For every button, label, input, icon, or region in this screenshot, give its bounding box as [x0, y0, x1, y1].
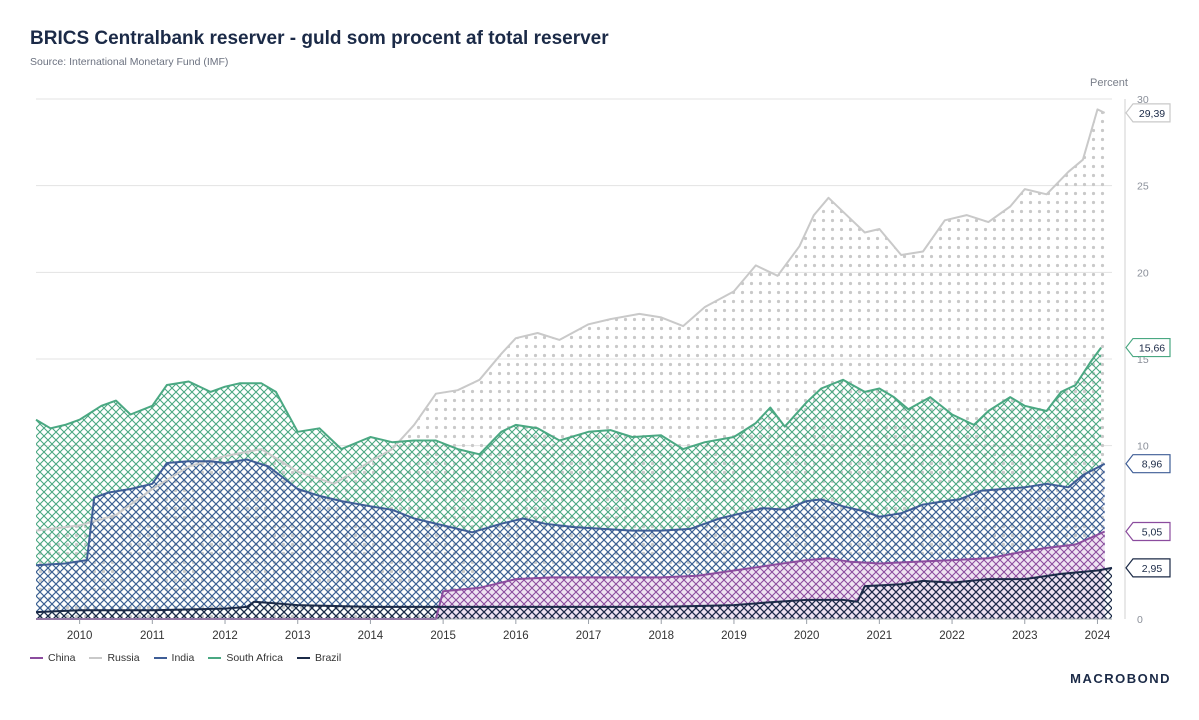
end-label-india: 8,96	[1125, 454, 1171, 474]
end-value-brazil: 2,95	[1142, 563, 1163, 575]
x-tick-label: 2010	[67, 630, 93, 642]
x-tick-label: 2023	[1012, 630, 1038, 642]
legend-item-brazil: Brazil	[296, 652, 342, 664]
x-tick-label: 2013	[285, 630, 311, 642]
y-tick-label: 10	[1137, 441, 1149, 453]
legend-swatch	[296, 657, 310, 659]
legend-item-russia: Russia	[89, 652, 140, 664]
x-tick-label: 2022	[939, 630, 965, 642]
end-value-china: 5,05	[1142, 526, 1163, 538]
x-tick-label: 2016	[503, 630, 529, 642]
y-tick-label: 15	[1137, 354, 1149, 366]
x-tick-label: 2019	[721, 630, 747, 642]
x-tick-label: 2024	[1085, 630, 1111, 642]
end-label-south-africa: 15,66	[1125, 337, 1171, 358]
y-tick-label: 0	[1137, 614, 1143, 626]
legend-swatch	[153, 657, 167, 659]
area-china	[36, 531, 1105, 619]
line-south-africa	[35, 347, 1102, 456]
x-tick-label: 2015	[430, 630, 456, 642]
end-label-russia: 29,39	[1125, 103, 1171, 123]
legend-item-india: India	[153, 652, 195, 664]
line-china	[36, 530, 1106, 620]
end-value-russia: 29,39	[1139, 108, 1165, 120]
legend-label: Brazil	[314, 652, 342, 664]
legend-swatch	[30, 657, 43, 659]
legend-label: China	[48, 652, 76, 664]
y-axis-unit-label: Percent	[1090, 77, 1128, 89]
line-russia	[35, 108, 1106, 532]
line-india	[35, 458, 1106, 567]
y-tick-label: 20	[1137, 267, 1149, 279]
chart-title: BRICS Centralbank reserver - guld som pr…	[30, 28, 609, 49]
x-tick-label: 2014	[358, 630, 384, 642]
macrobond-logo: MACROBOND	[1070, 671, 1171, 686]
chart-legend: China Russia India South Africa Brazil	[30, 652, 341, 664]
x-tick-label: 2017	[576, 630, 602, 642]
end-label-brazil: 2,95	[1125, 558, 1171, 578]
legend-label: Russia	[107, 652, 140, 664]
y-tick-label: 30	[1137, 94, 1149, 106]
end-label-china: 5,05	[1125, 521, 1171, 542]
line-brazil	[35, 566, 1113, 614]
x-tick-label: 2021	[867, 630, 893, 642]
y-tick-label: 25	[1137, 181, 1149, 193]
x-tick-label: 2018	[648, 630, 674, 642]
end-value-south-africa: 15,66	[1139, 343, 1165, 355]
x-tick-label: 2012	[212, 630, 238, 642]
end-value-india: 8,96	[1142, 459, 1163, 471]
legend-label: India	[171, 652, 195, 664]
legend-label: South Africa	[226, 652, 283, 664]
chart-source: Source: International Monetary Fund (IMF…	[30, 56, 229, 68]
x-tick-label: 2020	[794, 630, 820, 642]
legend-swatch	[208, 657, 222, 659]
legend-item-south-africa: South Africa	[208, 652, 283, 664]
legend-item-china: China	[30, 652, 75, 664]
legend-swatch	[89, 657, 103, 659]
x-tick-label: 2011	[140, 630, 165, 642]
